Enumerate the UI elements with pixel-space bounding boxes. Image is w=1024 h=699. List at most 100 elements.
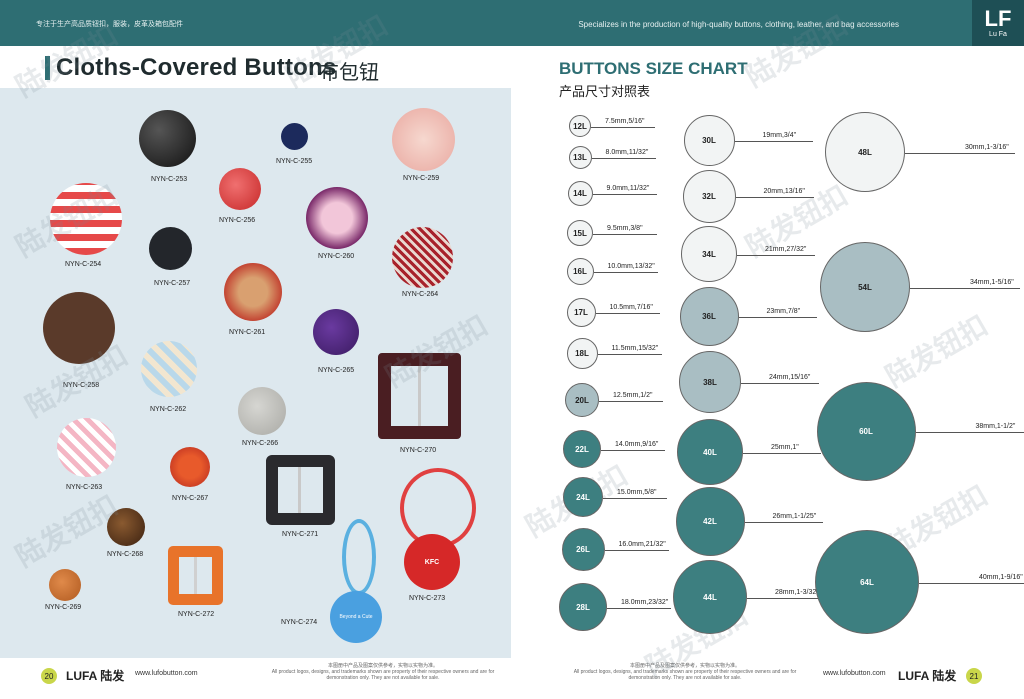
size-value: 28mm,1-3/32" xyxy=(775,589,819,596)
button-256 xyxy=(219,168,261,210)
size-value: 24mm,15/16" xyxy=(769,374,811,381)
footer-note-left: 本图册中产品及图案仅供参考，实物以实物为准。 All product logos,… xyxy=(271,663,495,681)
button-265 xyxy=(313,309,359,355)
button-260 xyxy=(306,187,368,249)
size-leader-line xyxy=(741,383,819,384)
page-number-right: 21 xyxy=(966,668,982,684)
button-257 xyxy=(149,227,192,270)
size-leader-line xyxy=(737,255,815,256)
button-261 xyxy=(224,263,282,321)
button-267 xyxy=(170,447,210,487)
size-value: 30mm,1-3/16" xyxy=(965,144,1009,151)
buckle-272 xyxy=(168,546,223,605)
size-chart-title: BUTTONS SIZE CHART xyxy=(559,59,748,78)
size-value: 20mm,13/16" xyxy=(763,188,805,195)
size-circle-36L: 36L xyxy=(679,286,739,346)
product-code: NYN-C-270 xyxy=(400,447,437,454)
size-value: 9.5mm,3/8" xyxy=(607,225,643,232)
button-255 xyxy=(281,123,308,150)
size-circle-44L: 44L xyxy=(673,560,747,634)
product-code: NYN-C-273 xyxy=(409,595,446,602)
product-code: NYN-C-260 xyxy=(318,253,355,260)
size-leader-line xyxy=(593,272,658,273)
size-circle-54L: 54L xyxy=(820,242,910,332)
size-circle-26L: 26L xyxy=(561,527,605,571)
size-circle-40L: 40L xyxy=(677,419,743,485)
footer-brand-right: LUFA 陆发 xyxy=(898,669,957,683)
size-leader-line xyxy=(738,317,817,318)
size-circle-48L: 48L xyxy=(825,112,905,192)
size-circle-17L: 17L xyxy=(566,297,596,327)
product-code: NYN-C-268 xyxy=(107,551,144,558)
buckle-271-bar xyxy=(298,467,301,513)
size-value: 26mm,1-1/25" xyxy=(772,513,817,520)
size-value: 34mm,1-5/16" xyxy=(970,279,1014,286)
product-code: NYN-C-271 xyxy=(282,531,319,538)
size-leader-line xyxy=(910,288,1020,289)
button-258 xyxy=(43,292,115,364)
size-circle-22L: 22L xyxy=(563,430,601,468)
size-circle-32L: 32L xyxy=(682,169,736,223)
page-title: Cloths-Covered Buttons xyxy=(56,54,337,81)
product-code: NYN-C-256 xyxy=(219,217,256,224)
button-269 xyxy=(49,569,81,601)
size-leader-line xyxy=(603,498,667,499)
footer-url-left: www.lufobutton.com xyxy=(135,670,198,677)
product-code: NYN-C-267 xyxy=(172,495,209,502)
product-code: NYN-C-253 xyxy=(151,176,188,183)
decor-text: Beyond a Cute xyxy=(339,614,373,620)
size-circle-64L: 64L xyxy=(815,530,919,634)
header-right-text: Specializes in the production of high-qu… xyxy=(578,20,899,29)
product-code: NYN-C-255 xyxy=(276,158,313,165)
product-code: NYN-C-272 xyxy=(178,611,215,618)
product-code: NYN-C-266 xyxy=(242,440,279,447)
kfc-text: KFC xyxy=(424,558,440,566)
size-value: 21mm,27/32" xyxy=(765,246,807,253)
size-value: 16.0mm,21/32" xyxy=(618,541,666,548)
size-circle-13L: 13L xyxy=(568,145,592,169)
button-274: Beyond a Cute xyxy=(330,591,382,643)
page-title-cn: 布包钮 xyxy=(319,62,379,84)
product-code: NYN-C-263 xyxy=(66,484,103,491)
size-leader-line xyxy=(604,550,669,551)
button-259 xyxy=(392,108,455,171)
product-code: NYN-C-254 xyxy=(65,261,102,268)
size-leader-line xyxy=(744,522,823,523)
size-value: 25mm,1" xyxy=(771,444,799,451)
size-circle-42L: 42L xyxy=(675,486,745,556)
size-value: 12.5mm,1/2" xyxy=(613,392,653,399)
size-circle-18L: 18L xyxy=(566,337,598,369)
button-262 xyxy=(141,341,197,397)
size-chart-subtitle: 产品尺寸对照表 xyxy=(559,84,651,99)
hair-tie-274-loop xyxy=(342,519,376,595)
size-leader-line xyxy=(593,234,657,235)
button-264 xyxy=(392,227,453,288)
button-268 xyxy=(107,508,145,546)
size-leader-line xyxy=(735,197,814,198)
size-leader-line xyxy=(734,141,813,142)
product-code: NYN-C-259 xyxy=(403,175,440,182)
size-leader-line xyxy=(915,432,1024,433)
size-value: 8.0mm,11/32" xyxy=(605,149,649,156)
product-code: NYN-C-262 xyxy=(150,406,187,413)
size-circle-34L: 34L xyxy=(681,226,737,282)
logo-sub: Lu Fa xyxy=(989,31,1007,38)
size-leader-line xyxy=(747,598,825,599)
product-code: NYN-C-269 xyxy=(45,604,82,611)
size-value: 7.5mm,5/16" xyxy=(605,118,645,125)
size-leader-line xyxy=(592,194,657,195)
button-273: KFC xyxy=(404,534,460,590)
buckle-271 xyxy=(266,455,335,525)
size-leader-line xyxy=(607,608,671,609)
buckle-272-bar xyxy=(194,557,197,594)
button-266 xyxy=(238,387,286,435)
header-bar: 专注于生产高品质钮扣，服装，皮革及箱包配件 Specializes in the… xyxy=(0,0,1024,46)
button-254 xyxy=(50,183,122,255)
size-circle-60L: 60L xyxy=(816,381,916,481)
product-code: NYN-C-258 xyxy=(63,382,100,389)
size-circle-14L: 14L xyxy=(567,180,593,206)
size-value: 14.0mm,9/16" xyxy=(615,441,659,448)
size-value: 10.0mm,13/32" xyxy=(607,263,655,270)
size-leader-line xyxy=(743,453,821,454)
brand-logo: LF Lu Fa xyxy=(972,0,1024,46)
